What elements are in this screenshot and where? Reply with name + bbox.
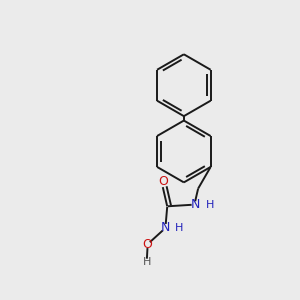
Text: N: N (161, 221, 170, 234)
Text: O: O (142, 238, 152, 251)
Text: H: H (175, 224, 184, 233)
Text: H: H (143, 256, 151, 267)
Text: N: N (190, 198, 200, 211)
Text: H: H (206, 200, 214, 210)
Text: O: O (158, 175, 168, 188)
